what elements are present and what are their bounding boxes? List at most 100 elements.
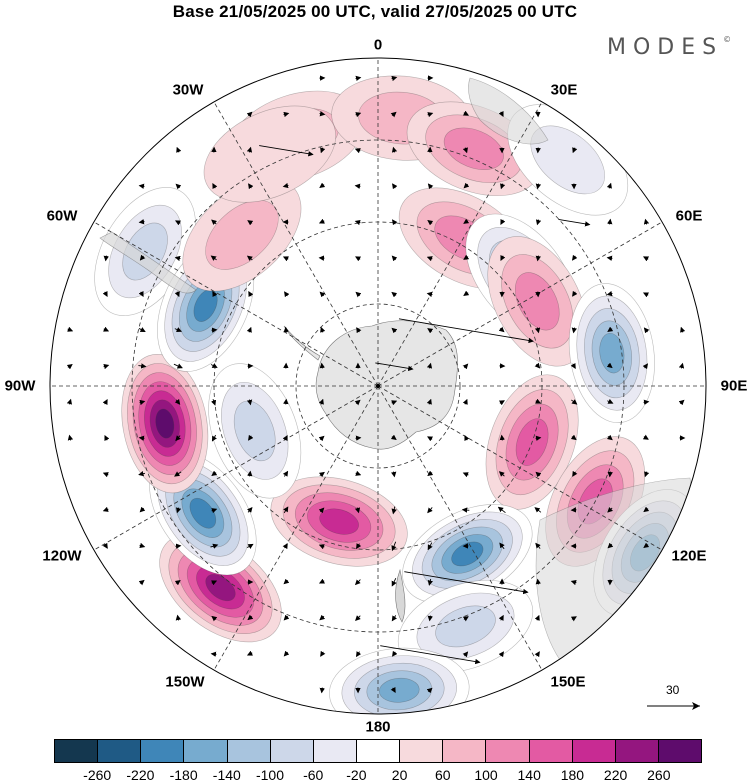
map-border: [49, 57, 707, 715]
wind-arrow: [102, 290, 108, 297]
wind-arrow: [319, 614, 326, 621]
wind-arrow: [498, 400, 505, 406]
colorbar-tick-label: -220: [126, 767, 155, 783]
colorbar-segment: [528, 740, 572, 762]
wind-arrow: [535, 255, 541, 262]
meridian-line: [93, 221, 379, 387]
wind-arrow: [462, 363, 469, 370]
wind-arrow: [535, 435, 542, 441]
wind-arrow: [558, 218, 591, 227]
wind-arrow: [571, 399, 578, 405]
wind-arrow: [247, 614, 254, 621]
colorbar-tick-label: -100: [255, 767, 285, 783]
wind-arrow: [535, 398, 542, 404]
wind-arrow: [354, 183, 361, 189]
wind-arrow: [380, 645, 481, 665]
wind-arrow: [138, 471, 146, 477]
wind-arrow: [211, 434, 217, 442]
wind-arrow: [464, 434, 470, 441]
wind-arrow: [462, 616, 469, 622]
wind-arrow: [462, 147, 468, 154]
wind-arrow: [535, 542, 541, 549]
wind-arrow: [174, 255, 181, 262]
wind-arrow: [138, 327, 146, 333]
wind-arrow: [499, 542, 505, 550]
lon-label-90w: 90W: [4, 377, 36, 395]
wind-arrow: [426, 291, 433, 298]
wind-arrow: [211, 470, 218, 477]
wind-arrow: [391, 615, 397, 622]
wind-arrow: [174, 398, 181, 405]
anomaly-cell: [568, 283, 655, 423]
latitude-circle: [295, 303, 461, 469]
wind-arrow: [283, 578, 290, 585]
wind-arrow: [283, 614, 290, 621]
wind-arrow: [391, 541, 397, 552]
wind-arrow: [212, 183, 218, 190]
wind-arrow: [210, 651, 217, 657]
colorbar-tick-label: -20: [346, 767, 367, 783]
anomaly-cell: [208, 363, 302, 499]
wind-arrow: [391, 75, 398, 82]
meridian-line: [377, 221, 663, 387]
anomaly-contour: [319, 508, 359, 535]
wind-arrow: [103, 255, 109, 262]
wind-arrow: [497, 506, 506, 514]
colorbar-segment: [571, 740, 615, 762]
wind-arrow: [680, 326, 686, 333]
wind-arrow: [248, 183, 254, 190]
wind-arrow: [391, 578, 397, 587]
colorbar-segment: [614, 740, 658, 762]
wind-arrow: [390, 111, 397, 118]
wind-arrow: [498, 651, 504, 658]
colorbar-segment: [183, 740, 227, 762]
wind-arrow: [354, 507, 361, 514]
wind-arrow: [391, 291, 398, 298]
wind-arrow: [355, 256, 362, 262]
wind-arrow: [139, 399, 146, 406]
wind-arrow: [138, 435, 145, 441]
wind-arrow: [642, 363, 649, 370]
wind-arrow: [355, 75, 362, 82]
wind-arrow: [102, 472, 109, 478]
colorbar: [54, 739, 702, 763]
wind-arrow: [246, 111, 253, 118]
wind-arrow: [570, 434, 577, 441]
south-pole-marker: [376, 384, 380, 388]
wind-arrow: [354, 579, 361, 586]
wind-arrow: [535, 183, 542, 190]
wind-arrow: [392, 183, 398, 190]
wind-arrow: [427, 578, 433, 586]
wind-arrow: [427, 542, 433, 551]
wind-arrow: [282, 435, 288, 442]
wind-arrow: [210, 363, 218, 368]
wind-arrow: [534, 507, 542, 513]
wind-arrow: [259, 145, 314, 157]
wind-arrow: [354, 219, 361, 226]
wind-arrow: [498, 471, 505, 477]
wind-arrow: [678, 399, 685, 406]
wind-arrow: [211, 615, 218, 622]
wind-arrow: [642, 434, 649, 440]
colorbar-tick-label: 260: [647, 767, 671, 783]
wind-arrow: [498, 614, 504, 621]
wind-arrow: [102, 399, 108, 406]
wind-arrow: [175, 220, 182, 226]
wind-arrow: [391, 255, 398, 262]
wind-arrow: [427, 328, 434, 334]
wind-arrow: [606, 182, 612, 189]
wind-arrow: [212, 291, 218, 298]
wind-arrow: [174, 291, 180, 298]
wind-arrow: [462, 472, 469, 478]
wind-arrow: [174, 327, 182, 333]
wind-arrow: [175, 543, 182, 549]
wind-arrow: [246, 399, 253, 406]
wind-arrow: [282, 470, 289, 477]
wind-arrow: [355, 291, 362, 298]
wind-vectors: [66, 75, 686, 694]
wind-arrow: [391, 327, 398, 334]
colorbar-segment: [312, 740, 356, 762]
wind-arrow: [642, 256, 650, 262]
wind-arrow: [678, 362, 685, 369]
wind-arrow: [426, 362, 433, 369]
